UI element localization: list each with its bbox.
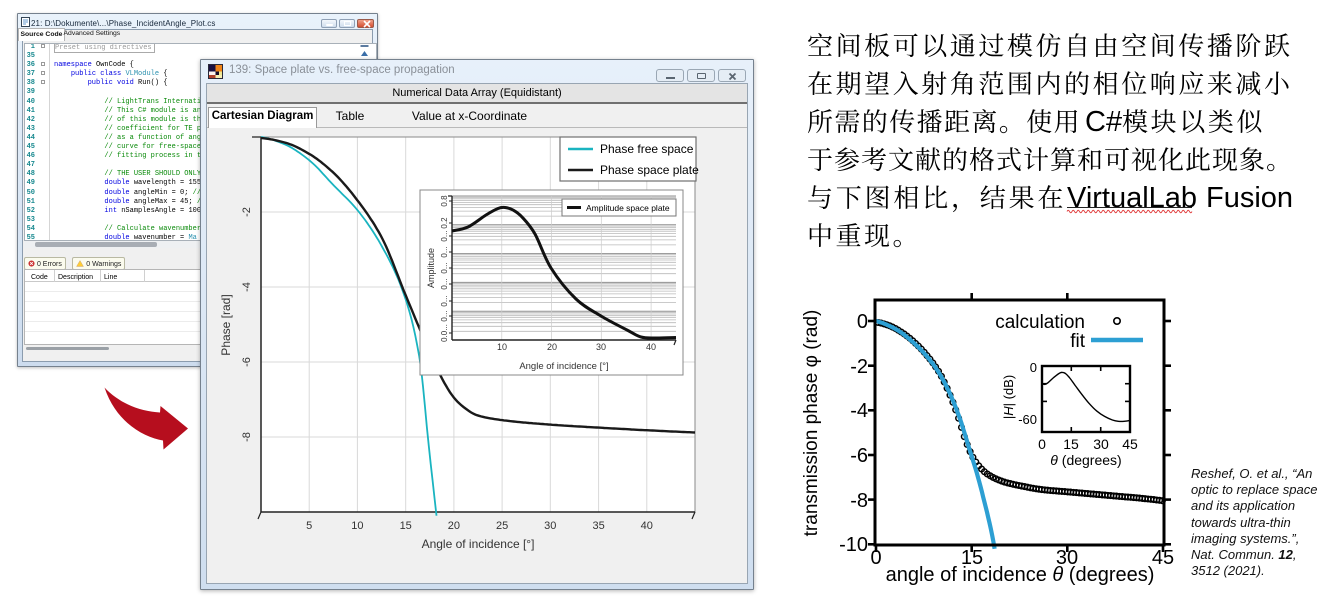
svg-text:0...: 0... — [440, 230, 449, 241]
svg-text:Phase [rad]: Phase [rad] — [219, 294, 233, 355]
svg-text:fit: fit — [1070, 331, 1086, 352]
svg-text:-8: -8 — [241, 432, 253, 442]
svg-text:40: 40 — [641, 520, 653, 532]
svg-text:Amplitude: Amplitude — [426, 248, 436, 288]
svg-text:-4: -4 — [850, 400, 868, 422]
svg-text:40: 40 — [646, 342, 656, 352]
svg-text:0...: 0... — [440, 310, 449, 321]
svg-text:15: 15 — [400, 520, 412, 532]
svg-text:45: 45 — [1152, 547, 1174, 569]
svg-text:Amplitude space plate: Amplitude space plate — [586, 203, 670, 213]
svg-text:0.2: 0.2 — [440, 217, 449, 229]
svg-text:|H| (dB): |H| (dB) — [1001, 375, 1016, 419]
svg-text:30: 30 — [1093, 436, 1109, 452]
svg-text:5: 5 — [306, 520, 312, 532]
svg-text:-10: -10 — [839, 534, 868, 556]
svg-text:angle of incidence θ (degrees): angle of incidence θ (degrees) — [886, 564, 1155, 586]
svg-text:Phase space plate: Phase space plate — [600, 163, 699, 177]
svg-text:-2: -2 — [850, 356, 868, 378]
svg-text:0: 0 — [1038, 436, 1046, 452]
svg-text:0: 0 — [870, 547, 881, 569]
svg-text:25: 25 — [496, 520, 508, 532]
svg-text:0...: 0... — [440, 262, 449, 273]
svg-text:-8: -8 — [850, 490, 868, 512]
svg-text:Angle of incidence [°]: Angle of incidence [°] — [519, 361, 608, 372]
svg-text:0...: 0... — [440, 246, 449, 257]
svg-text:-2: -2 — [241, 207, 253, 217]
svg-text:transmission phase φ (rad): transmission phase φ (rad) — [801, 310, 822, 537]
svg-text:15: 15 — [1063, 436, 1079, 452]
svg-text:0.0...: 0.0... — [440, 324, 449, 342]
svg-text:45: 45 — [1122, 436, 1138, 452]
svg-text:-4: -4 — [241, 282, 253, 292]
svg-text:20: 20 — [448, 520, 460, 532]
svg-text:-6: -6 — [850, 445, 868, 467]
svg-text:30: 30 — [596, 342, 606, 352]
svg-text:-6: -6 — [241, 357, 253, 367]
svg-text:C#: C# — [1085, 106, 1122, 138]
svg-text:30: 30 — [544, 520, 556, 532]
svg-text:35: 35 — [592, 520, 604, 532]
svg-text:10: 10 — [351, 520, 363, 532]
svg-text:-60: -60 — [1018, 412, 1037, 427]
svg-text:Phase free space: Phase free space — [600, 142, 694, 156]
svg-text:15: 15 — [961, 547, 983, 569]
svg-text:10: 10 — [497, 342, 507, 352]
svg-text:Angle of incidence [°]: Angle of incidence [°] — [422, 537, 535, 551]
svg-text:30: 30 — [1056, 547, 1078, 569]
svg-text:0.8: 0.8 — [440, 195, 449, 207]
svg-text:0: 0 — [857, 311, 868, 333]
svg-text:20: 20 — [547, 342, 557, 352]
svg-text:0: 0 — [1030, 360, 1037, 375]
svg-text:0...: 0... — [440, 295, 449, 306]
svg-text:θ (degrees): θ (degrees) — [1050, 452, 1121, 468]
svg-text:0...: 0... — [440, 278, 449, 289]
svg-text:calculation: calculation — [995, 312, 1085, 333]
